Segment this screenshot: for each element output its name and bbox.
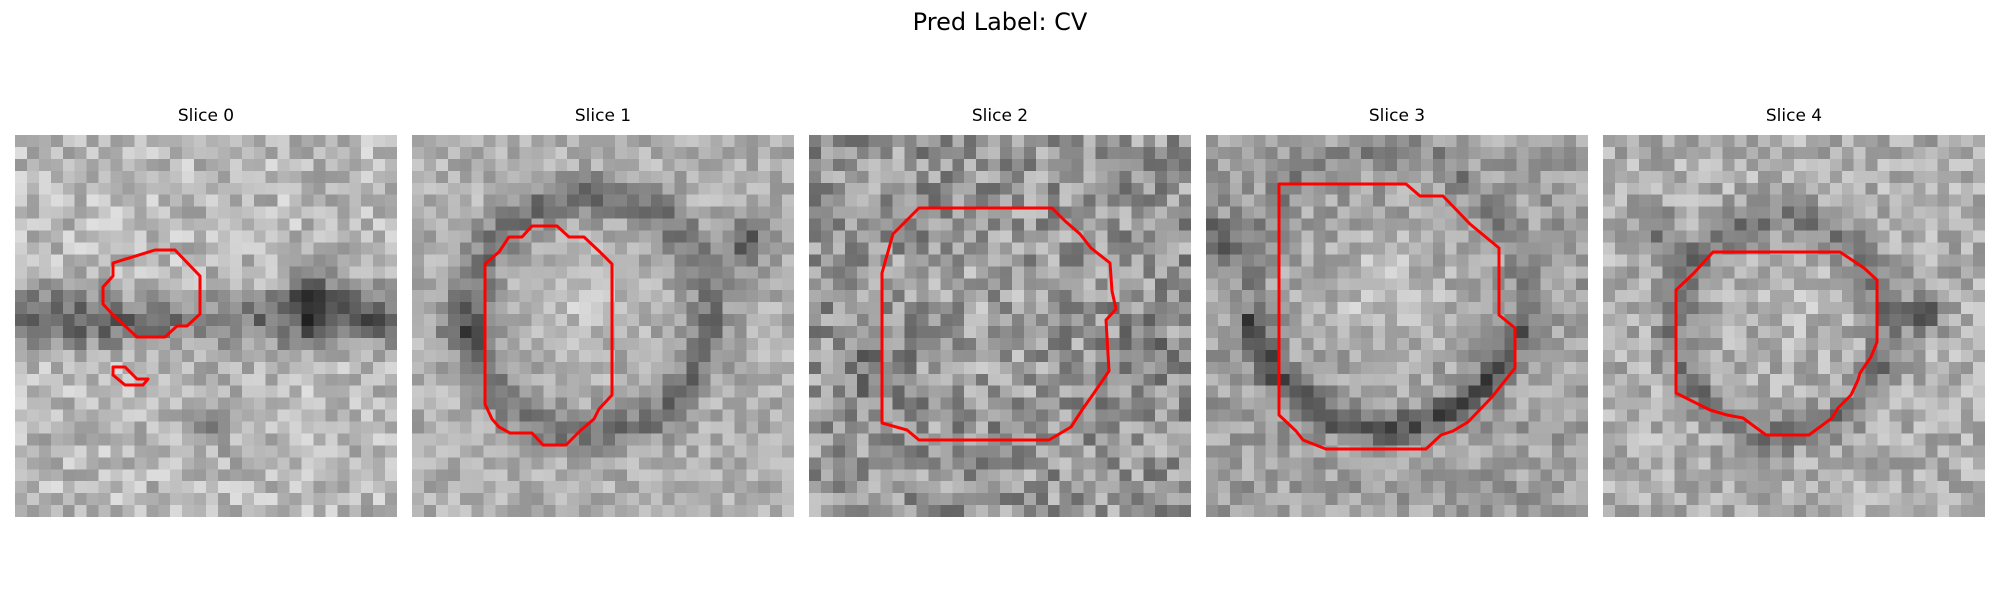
slice-panel-3: Slice 3 (1206, 104, 1588, 517)
slice-title: Slice 2 (971, 106, 1029, 126)
slice-image-1 (412, 135, 794, 517)
slice-image-2 (809, 135, 1191, 517)
segmentation-contour (1674, 250, 1879, 437)
slice-title: Slice 1 (574, 106, 632, 126)
slice-title: Slice 4 (1765, 106, 1823, 126)
figure-title: Pred Label: CV (912, 8, 1088, 36)
slice-title: Slice 0 (177, 106, 235, 126)
slice-panel-4: Slice 4 (1603, 104, 1985, 517)
pixel-grid (412, 135, 794, 517)
segmentation-contour (1277, 182, 1517, 451)
segmentation-contour-fragment (111, 365, 150, 387)
pixel-grid (809, 135, 1191, 517)
segmentation-contour (880, 206, 1118, 442)
pixel-grid (15, 135, 397, 517)
slice-title: Slice 3 (1368, 106, 1426, 126)
slice-image-3 (1206, 135, 1588, 517)
segmentation-contour (101, 248, 202, 339)
slice-panel-0: Slice 0 (15, 104, 397, 517)
slice-image-4 (1603, 135, 1985, 517)
pixel-grid (1603, 135, 1985, 517)
slice-panel-2: Slice 2 (809, 104, 1191, 517)
slice-panel-1: Slice 1 (412, 104, 794, 517)
segmentation-contour (483, 224, 614, 447)
pixel-grid (1206, 135, 1588, 517)
slice-image-0 (15, 135, 397, 517)
